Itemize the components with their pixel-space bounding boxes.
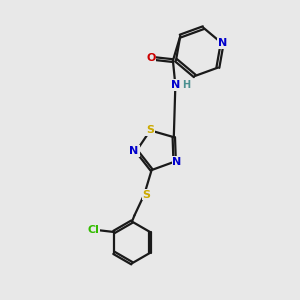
Text: S: S — [143, 190, 151, 200]
Text: N: N — [129, 146, 139, 156]
Text: O: O — [146, 53, 155, 63]
Text: S: S — [146, 125, 154, 135]
Text: N: N — [171, 80, 180, 90]
Text: N: N — [218, 38, 227, 49]
Text: N: N — [172, 157, 182, 167]
Text: H: H — [182, 80, 190, 90]
Text: Cl: Cl — [87, 225, 99, 235]
